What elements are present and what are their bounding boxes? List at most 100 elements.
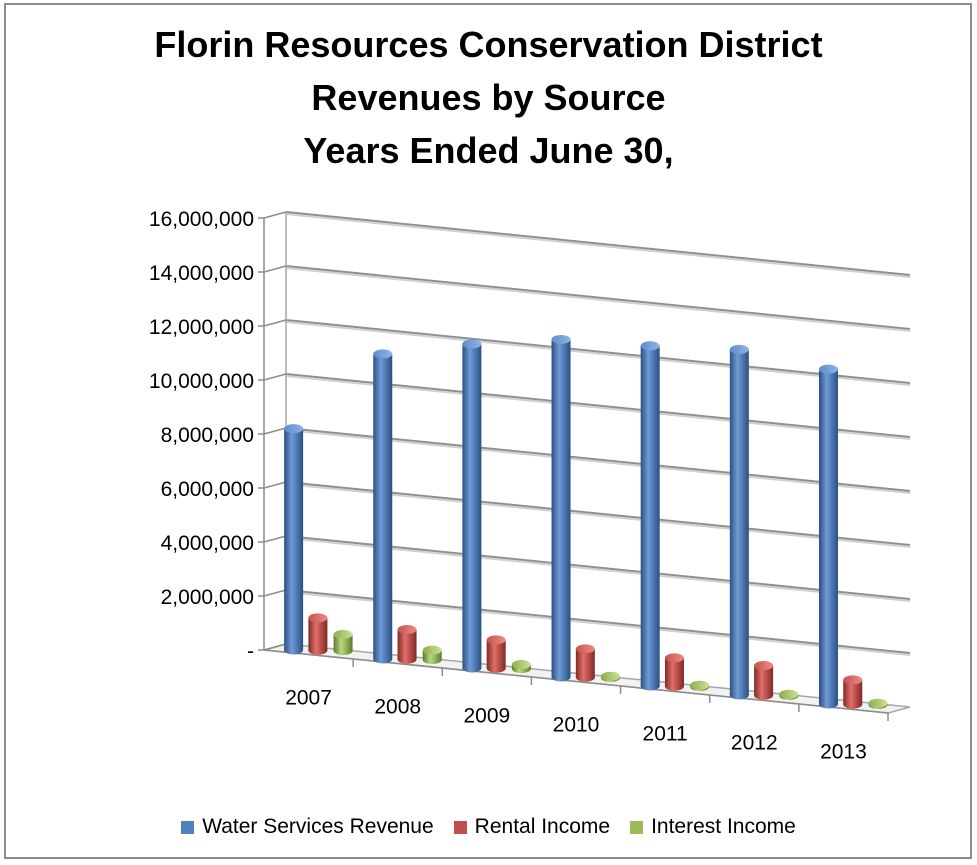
bar-rental-income-2007 [308, 613, 328, 655]
bar-body [284, 428, 304, 650]
bar-water-services-revenue-2007 [284, 424, 304, 655]
chart-title: Florin Resources Conservation District R… [0, 18, 977, 177]
bar-cap [640, 341, 660, 351]
bar-interest-income-2013 [868, 698, 888, 710]
bar-body [843, 679, 863, 705]
bar-body [729, 349, 749, 695]
x-tick-label: 2013 [820, 741, 867, 764]
bar-base [664, 681, 684, 691]
bar-cap [729, 344, 749, 354]
bar-cap [664, 653, 684, 663]
x-tick-label: 2008 [374, 696, 421, 719]
bar-rental-income-2011 [664, 653, 684, 691]
bar-water-services-revenue-2009 [462, 339, 482, 673]
bar-body [308, 617, 328, 651]
chart-title-line-2: Revenues by Source [311, 77, 666, 118]
chart-title-line-3: Years Ended June 30, [303, 130, 674, 171]
bar-body [422, 650, 442, 660]
y-tick-label: - [247, 640, 254, 663]
bar-cap [551, 334, 571, 344]
y-tick-label: 14,000,000 [149, 262, 254, 285]
bar-body [333, 634, 353, 651]
bar-rental-income-2008 [397, 625, 417, 664]
chart-frame [4, 3, 972, 859]
y-tick-label: 16,000,000 [149, 208, 254, 231]
bar-body [551, 339, 571, 677]
chart-title-line-1: Florin Resources Conservation District [154, 24, 823, 65]
bar-cap [868, 698, 888, 708]
side-wall-tick [263, 643, 287, 651]
side-wall-tick [263, 211, 287, 219]
bar-rental-income-2009 [486, 635, 506, 673]
bar-rental-income-2010 [575, 644, 595, 682]
bar-base [422, 655, 442, 665]
bar-body [640, 345, 660, 686]
legend-item: Rental Income [453, 815, 611, 839]
chart-legend: Water Services Revenue Rental Income Inter… [0, 815, 977, 840]
legend-swatch [453, 820, 467, 834]
bar-cap [779, 689, 799, 699]
gridline [285, 265, 911, 330]
legend-swatch [630, 820, 644, 834]
y-tick-label: 2,000,000 [161, 586, 254, 609]
bar-cap [818, 364, 838, 374]
bar-base [551, 672, 571, 682]
y-tick-label: 10,000,000 [149, 370, 254, 393]
bar-cap [422, 645, 442, 655]
bar-base [308, 645, 328, 655]
bar-water-services-revenue-2008 [373, 349, 393, 664]
bar-body [486, 639, 506, 669]
side-wall-tick [263, 589, 287, 597]
bar-base [333, 646, 353, 656]
x-tick-label: 2011 [643, 723, 688, 746]
bar-base [843, 699, 863, 709]
y-tick-label: 12,000,000 [149, 316, 254, 339]
x-tick-label: 2009 [463, 705, 510, 728]
bar-body [397, 629, 417, 660]
bar-cap [308, 613, 328, 623]
side-wall-tick [263, 535, 287, 543]
bar-base [486, 663, 506, 673]
bar-base [818, 699, 838, 709]
bar-cap [575, 644, 595, 654]
side-wall-tick [263, 427, 287, 435]
x-tick-label: 2010 [553, 714, 600, 737]
y-tick-label: 6,000,000 [161, 478, 254, 501]
bar-cap [511, 660, 531, 670]
bar-base [284, 645, 304, 655]
bar-rental-income-2012 [754, 661, 774, 700]
bar-interest-income-2011 [690, 680, 710, 692]
side-wall-tick [263, 481, 287, 489]
bar-body [462, 343, 482, 668]
bar-cap [843, 675, 863, 685]
bar-base [575, 672, 595, 682]
bar-base [729, 690, 749, 700]
bar-base [373, 654, 393, 664]
gridline [285, 211, 911, 276]
legend-label: Rental Income [474, 815, 611, 838]
bar-cap [373, 349, 393, 359]
bar-body [818, 369, 838, 704]
bar-interest-income-2007 [333, 629, 353, 656]
bar-interest-income-2012 [779, 689, 799, 701]
bar-body [664, 657, 684, 687]
legend-item: Interest Income [630, 815, 796, 839]
bar-body [373, 353, 393, 659]
x-tick-label: 2007 [285, 687, 332, 710]
x-axis-line [263, 649, 889, 714]
legend-swatch [181, 820, 195, 834]
bar-interest-income-2008 [422, 645, 442, 665]
x-tick-label: 2012 [731, 732, 778, 755]
bar-interest-income-2009 [511, 660, 531, 674]
bar-cap [284, 424, 304, 434]
bar-cap [397, 625, 417, 635]
gridline-shadow [285, 321, 911, 386]
bar-base [397, 654, 417, 664]
legend-item: Water Services Revenue [181, 815, 434, 839]
bar-interest-income-2010 [601, 671, 621, 683]
legend-label: Interest Income [651, 815, 796, 838]
gridline-shadow [285, 213, 911, 278]
legend-label: Water Services Revenue [202, 815, 434, 838]
bar-cap [462, 339, 482, 349]
